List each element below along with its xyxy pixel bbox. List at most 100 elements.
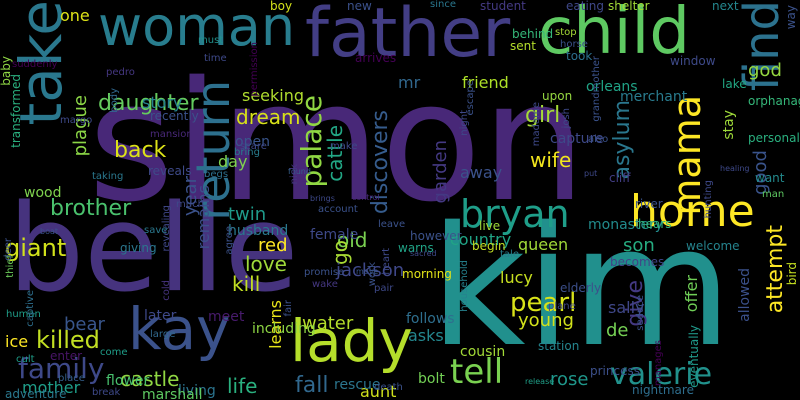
cloud-word: break — [92, 387, 121, 398]
cloud-word: transformed — [9, 74, 23, 148]
cloud-word: wake — [312, 279, 338, 290]
cloud-word: rose — [550, 369, 589, 390]
cloud-word: mother — [22, 378, 81, 397]
cloud-word: merchant — [620, 89, 688, 105]
cloud-word: cousin — [460, 344, 506, 360]
cloud-word: horse — [560, 39, 588, 50]
cloud-word: personality — [748, 131, 800, 145]
cloud-word: back — [114, 138, 167, 163]
cloud-word: cult — [16, 354, 35, 365]
cloud-word: princess — [590, 364, 640, 378]
cloud-word: sally — [608, 298, 645, 317]
cloud-word: household — [459, 260, 470, 312]
cloud-word: captive — [25, 290, 36, 327]
cloud-word: sent — [510, 39, 536, 53]
cloud-word: god — [748, 60, 782, 81]
cloud-word: giant — [5, 234, 67, 262]
cloud-word: adventure — [5, 387, 67, 400]
cloud-word: one — [60, 6, 90, 25]
cloud-word: castle — [120, 367, 180, 391]
cloud-word: ice — [5, 332, 29, 351]
cloud-word: bring — [234, 147, 260, 158]
cloud-word: mama — [665, 95, 709, 216]
cloud-word: de — [606, 320, 629, 341]
cloud-word: follows — [406, 311, 455, 327]
cloud-word: wife — [530, 148, 572, 172]
cloud-word: nightmare — [632, 383, 694, 397]
cloud-word: body — [109, 88, 120, 113]
cloud-word: madame — [531, 102, 542, 147]
cloud-word: mr — [398, 73, 421, 92]
cloud-word: remains — [194, 185, 213, 250]
cloud-word: pedro — [106, 67, 135, 78]
cloud-word: hunting — [703, 180, 714, 219]
cloud-word: flower — [106, 373, 150, 389]
cloud-word: want — [755, 171, 785, 185]
cloud-word: night — [459, 110, 470, 136]
cloud-word: nick — [289, 164, 300, 185]
cloud-word: place — [58, 373, 85, 384]
cloud-word: death — [374, 382, 403, 393]
cloud-word: orphanage — [748, 94, 800, 108]
cloud-word: took — [566, 49, 593, 63]
cloud-word: release — [525, 377, 555, 386]
cloud-word: friend — [462, 73, 509, 92]
cloud-word: old — [337, 228, 368, 252]
cloud-word: agree — [224, 226, 235, 255]
cloud-word: promise — [304, 267, 345, 278]
cloud-word: family — [18, 352, 105, 385]
cloud-word: becomes — [610, 255, 665, 269]
cloud-word: taking — [92, 171, 124, 182]
cloud-word: man — [762, 189, 785, 200]
cloud-word: found — [288, 167, 311, 176]
cloud-word: aunt — [360, 382, 397, 400]
cloud-word: tell — [450, 352, 504, 392]
cloud-word: manages — [653, 340, 664, 387]
cloud-word: monastery — [588, 217, 664, 233]
cloud-word: time — [204, 53, 227, 64]
cloud-word: attempt — [763, 225, 788, 314]
cloud-word: save — [144, 225, 168, 236]
cloud-word: fall — [295, 373, 329, 398]
cloud-word: capture — [550, 131, 604, 147]
cloud-word: including — [252, 321, 316, 337]
cloud-word: shelter — [608, 0, 650, 13]
cloud-word: reveals — [148, 164, 192, 178]
cloud-word: bird — [785, 262, 799, 286]
cloud-word: marshall — [142, 387, 203, 400]
cloud-word: window — [670, 54, 716, 68]
cloud-word: morning — [402, 267, 452, 281]
cloud-word: brings — [310, 194, 335, 203]
cloud-word: grandmother — [591, 56, 602, 122]
cloud-word: love — [245, 252, 287, 276]
cloud-word: cliff — [609, 171, 631, 185]
cloud-word: enter — [50, 349, 83, 363]
cloud-word: stay — [721, 110, 737, 140]
cloud-word: asks — [408, 326, 444, 345]
cloud-word: large — [150, 329, 176, 340]
cloud-word: leave — [378, 219, 406, 230]
cloud-word: father — [305, 0, 511, 73]
cloud-word: new — [347, 0, 372, 13]
cloud-word: cattle — [323, 125, 347, 182]
cloud-word: dream — [236, 105, 301, 129]
cloud-word: fair — [283, 300, 294, 317]
cloud-word: tale — [500, 249, 519, 260]
cloud-word: come — [100, 347, 128, 358]
cloud-word: giving — [120, 241, 157, 255]
cloud-word: country — [450, 230, 512, 249]
cloud-word: twin — [228, 204, 267, 225]
cloud-word: home — [630, 186, 755, 237]
cloud-word: away — [460, 163, 503, 182]
cloud-word: asylum — [610, 100, 635, 180]
cloud-word: josh — [561, 108, 572, 129]
cloud-word: upon — [542, 89, 573, 103]
cloud-word: since — [430, 0, 456, 10]
cloud-word: however — [410, 229, 462, 243]
cloud-word: valerie — [610, 357, 713, 392]
cloud-word: behind — [512, 27, 554, 41]
cloud-word: girl — [525, 103, 561, 128]
cloud-word: recently — [150, 109, 199, 123]
cloud-word: simon — [88, 46, 587, 238]
cloud-word: lucy — [500, 268, 533, 287]
